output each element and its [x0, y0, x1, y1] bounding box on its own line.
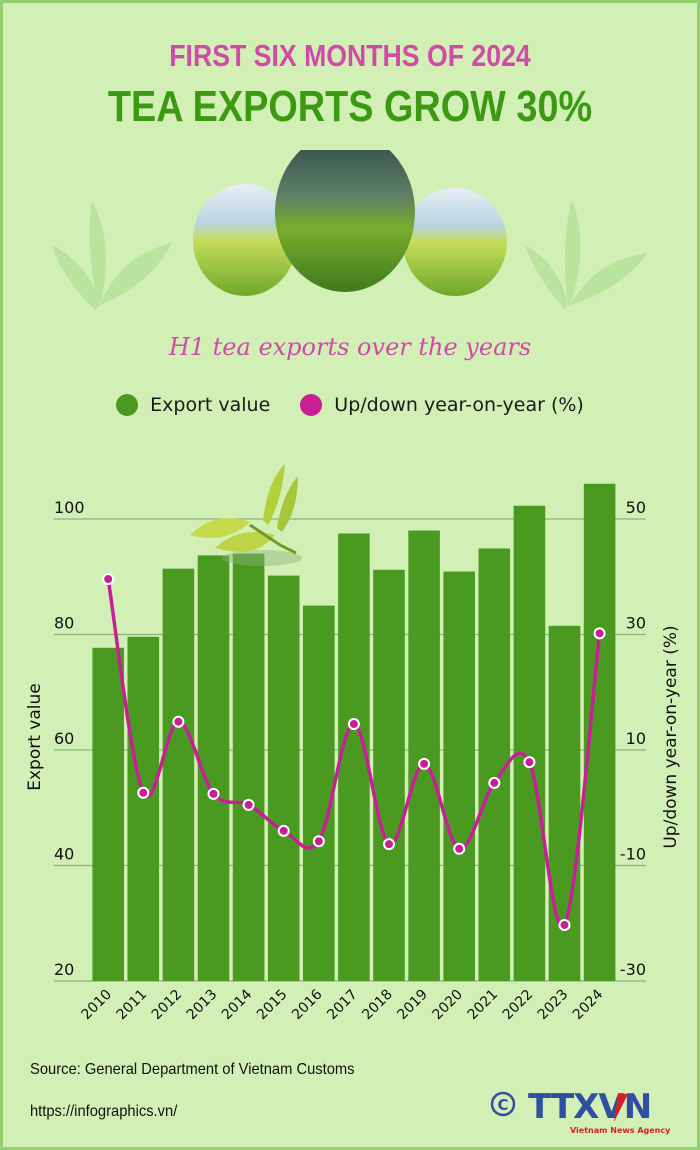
yoy-point-2024 [593, 627, 606, 640]
x-tick-label: 2021 [465, 987, 502, 1024]
main-title: TEA EXPORTS GROW 30% [107, 82, 593, 131]
bar-2015 [267, 575, 300, 981]
y-axis-title-left: Export value [25, 683, 45, 791]
x-tick-label: 2017 [324, 987, 361, 1024]
right-leaf-icon [525, 200, 648, 310]
x-tick-label: 2013 [184, 987, 221, 1024]
y-tick-label-left: 60 [54, 729, 74, 748]
bar-2014 [232, 553, 265, 981]
yoy-point-2016 [312, 835, 325, 848]
yoy-point-2022 [523, 756, 536, 769]
x-tick-label: 2018 [359, 987, 396, 1024]
bar-2011 [127, 636, 160, 981]
x-tick-label: 2024 [570, 986, 607, 1023]
bar-2018 [373, 569, 405, 981]
y-tick-label-left: 40 [54, 845, 74, 864]
x-tick-label: 2015 [254, 987, 291, 1024]
yoy-point-2020 [453, 842, 466, 855]
tea-hills-illustration [52, 150, 648, 310]
legend-swatch-green [116, 394, 139, 416]
y-tick-label-left: 20 [54, 960, 74, 979]
y-tick-label-left: 100 [54, 498, 85, 517]
y-tick-label-right: -10 [620, 845, 646, 864]
x-tick-label: 2023 [535, 987, 572, 1024]
yoy-point-2010 [102, 573, 115, 586]
bar-2019 [408, 530, 440, 981]
legend-swatch-magenta [300, 394, 323, 416]
ttxvn-logo: C TTXVN Vietnam News Agency [490, 1087, 671, 1142]
bar-2020 [443, 571, 475, 981]
legend-item-yoy: Up/down year-on-year (%) [300, 394, 584, 416]
bar-2016 [303, 605, 335, 981]
svg-text:Vietnam News Agency: Vietnam News Agency [570, 1126, 670, 1135]
y-tick-label-right: 50 [626, 498, 646, 517]
bar-2010 [92, 647, 124, 981]
x-tick-label: 2022 [500, 987, 537, 1024]
svg-text:C: C [497, 1096, 508, 1114]
yoy-point-2015 [277, 824, 290, 837]
yoy-point-2014 [242, 798, 255, 811]
x-tick-label: 2011 [114, 987, 151, 1024]
y-tick-label-right: 30 [626, 614, 646, 633]
x-tick-label: 2016 [289, 986, 326, 1023]
legend-label: Export value [150, 394, 271, 416]
left-leaf-icon [52, 200, 172, 310]
x-tick-label: 2010 [79, 987, 116, 1024]
y-tick-label-right: -30 [620, 960, 646, 979]
x-tick-label: 2012 [149, 987, 186, 1024]
yoy-point-2017 [347, 718, 360, 731]
yoy-point-2019 [418, 757, 431, 770]
bar-2012 [162, 568, 195, 981]
yoy-point-2018 [383, 838, 395, 851]
yoy-point-2012 [172, 715, 185, 728]
legend-label: Up/down year-on-year (%) [334, 394, 584, 416]
source-note: Source: General Department of Vietnam Cu… [30, 1061, 355, 1078]
yoy-point-2013 [207, 787, 220, 800]
chart-subtitle: H1 tea exports over the years [168, 333, 532, 361]
legend-item-export-value: Export value [116, 394, 270, 416]
x-tick-label: 2014 [219, 986, 256, 1023]
x-tick-label: 2019 [394, 987, 431, 1024]
legend: Export value Up/down year-on-year (%) [0, 394, 700, 416]
y-tick-label-left: 80 [54, 614, 74, 633]
yoy-point-2011 [137, 786, 150, 799]
tea-leaf-decoration [190, 464, 302, 566]
svg-text:TTXVN: TTXVN [528, 1088, 651, 1127]
yoy-point-2023 [558, 918, 571, 931]
yoy-point-2021 [488, 776, 501, 789]
kicker-title: FIRST SIX MONTHS OF 2024 [169, 38, 531, 73]
x-tick-label: 2020 [430, 987, 467, 1024]
y-tick-label-right: 10 [626, 729, 646, 748]
y-axis-title-right: Up/down year-on-year (%) [661, 625, 681, 848]
bar-2022 [513, 505, 546, 981]
website-link[interactable]: https://infographics.vn/ [30, 1103, 178, 1120]
